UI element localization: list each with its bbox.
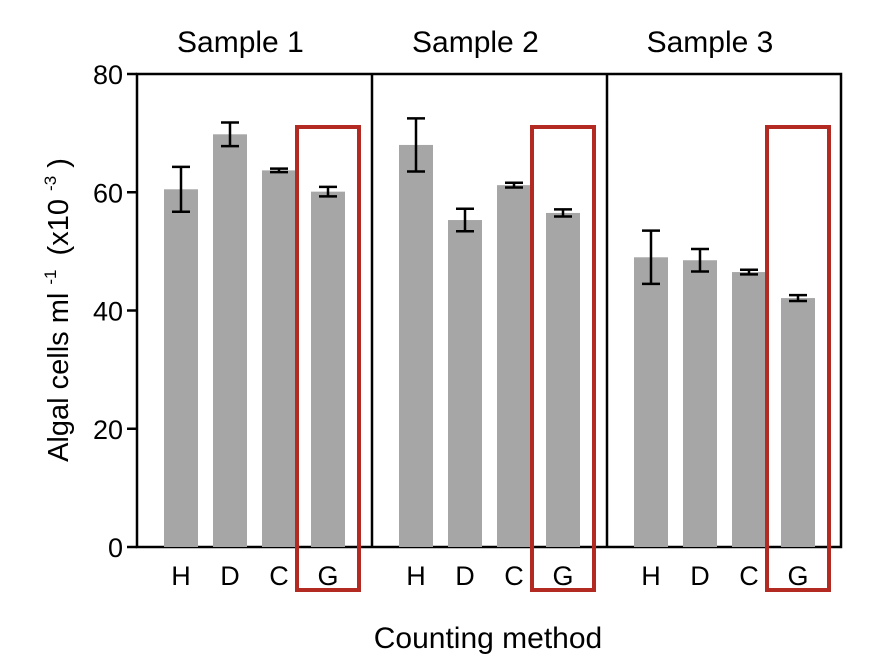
x-tick-label: C [504, 561, 524, 591]
panel-title: Sample 2 [412, 26, 539, 59]
highlight-boxes [295, 125, 831, 592]
bar [732, 272, 766, 547]
y-tick-label: 80 [93, 60, 123, 90]
y-axis-label-scale: (x10 [43, 199, 75, 255]
highlight-box [295, 125, 361, 592]
panel-titles: Sample 1 Sample 2 Sample 3 [177, 26, 773, 59]
panel-title: Sample 1 [177, 26, 304, 59]
y-axis-label-exponent: -1 [41, 270, 60, 285]
x-tick-label: H [641, 561, 661, 591]
bar [399, 144, 433, 547]
x-tick-label: G [787, 561, 808, 591]
y-axis-label: Algal cells ml -1 (x10 -3 ) [31, 158, 75, 462]
y-tick-label: 0 [108, 533, 123, 563]
x-tick-label: D [455, 561, 475, 591]
x-axis-label: Counting method [374, 622, 603, 655]
y-tick-label: 40 [93, 297, 123, 327]
y-axis-label-scale-exponent: -3 [41, 176, 60, 191]
bar [634, 257, 668, 547]
bars-layer [164, 134, 815, 547]
y-axis-label-main: Algal cells ml [43, 293, 75, 462]
bar [213, 134, 247, 547]
x-tick-label: H [406, 561, 426, 591]
bar [164, 189, 198, 547]
highlight-box [530, 125, 596, 592]
bar [497, 185, 531, 547]
x-tick-label: C [269, 561, 289, 591]
bar [781, 298, 815, 547]
bar [262, 170, 296, 547]
x-tick-label: G [317, 561, 338, 591]
y-tick-label: 20 [93, 415, 123, 445]
y-axis: 0 20 40 60 80 [93, 60, 137, 563]
bar [448, 220, 482, 547]
y-tick-label: 60 [93, 178, 123, 208]
x-tick-label: H [171, 561, 191, 591]
x-tick-label: G [552, 561, 573, 591]
highlight-box [765, 125, 831, 592]
y-axis-label-close: ) [43, 158, 75, 168]
x-tick-label: D [690, 561, 710, 591]
bar [546, 212, 580, 547]
x-tick-label: D [220, 561, 240, 591]
error-bars-layer [172, 117, 807, 303]
bar [311, 191, 345, 547]
panel-title: Sample 3 [647, 26, 774, 59]
bar [683, 260, 717, 547]
x-tick-label: C [739, 561, 759, 591]
